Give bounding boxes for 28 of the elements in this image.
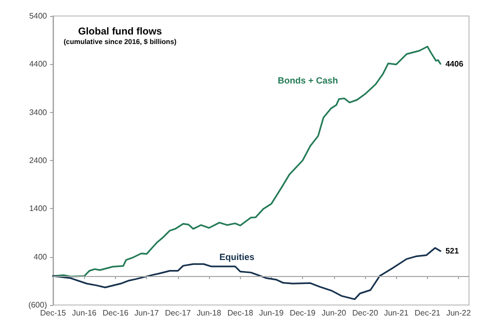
x-tick-label: Jun-21 bbox=[384, 308, 409, 318]
x-tick-label: Jun-19 bbox=[259, 308, 284, 318]
x-tick-label: Dec-20 bbox=[352, 308, 379, 318]
x-tick-label: Dec-19 bbox=[290, 308, 316, 318]
y-tick-label: 3400 bbox=[29, 108, 48, 117]
x-tick-label: Jun-17 bbox=[134, 308, 160, 318]
series-label: Bonds + Cash bbox=[278, 76, 338, 86]
y-tick-label: 1400 bbox=[29, 204, 48, 214]
y-tick-label: 400 bbox=[34, 252, 48, 262]
x-tick-label: Dec-18 bbox=[227, 308, 254, 318]
y-tick-label: 2400 bbox=[29, 156, 48, 165]
y-tick-label: 4400 bbox=[29, 60, 48, 69]
y-tick-label: 5400 bbox=[29, 12, 48, 20]
x-tick-label: Dec-15 bbox=[40, 308, 66, 318]
x-tick-label: Jun-22 bbox=[446, 308, 472, 318]
data-label: 4406 bbox=[445, 59, 464, 68]
x-tick-label: Jun-16 bbox=[72, 308, 98, 318]
x-tick-label: Dec-16 bbox=[102, 308, 129, 318]
y-tick-label: (600) bbox=[28, 300, 48, 310]
x-tick-label: Jun-18 bbox=[196, 308, 222, 318]
x-tick-label: Jun-20 bbox=[322, 308, 347, 318]
line-series bbox=[52, 247, 442, 300]
text: Global fund flows bbox=[78, 26, 162, 38]
x-tick-label: Dec-17 bbox=[164, 308, 192, 318]
series-label: Equities bbox=[219, 252, 254, 262]
line-series bbox=[52, 46, 442, 278]
x-tick-label: Dec-21 bbox=[414, 308, 441, 318]
data-label: 521 bbox=[445, 246, 460, 256]
